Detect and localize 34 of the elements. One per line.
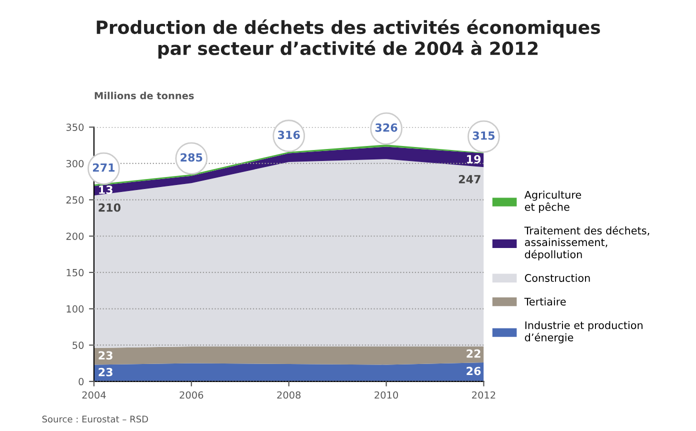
total-label: 271: [92, 163, 115, 172]
data-label: 19: [467, 155, 481, 164]
legend-label: Traitement des déchets, assainissement, dépollution: [524, 226, 650, 260]
data-label: 26: [466, 366, 481, 376]
y-tick-label: 350: [66, 124, 84, 131]
y-tick-label: 250: [66, 196, 84, 204]
x-tick-label: 2008: [277, 391, 301, 399]
data-label: 22: [466, 349, 480, 358]
y-tick-label: 200: [66, 232, 84, 240]
y-axis-title: Millions de tonnes: [94, 92, 194, 100]
y-tick-label: 0: [78, 378, 84, 386]
chart-title: Production de déchets des activités économiques par secteur d’activité de 2004 à 2012: [96, 19, 600, 59]
y-tick-label: 100: [66, 305, 84, 313]
x-tick-label: 2010: [374, 391, 398, 399]
x-tick-label: 2004: [82, 391, 106, 399]
data-label: 23: [98, 351, 112, 360]
total-label: 326: [375, 123, 398, 132]
data-label: 23: [98, 368, 112, 376]
legend-label: Construction: [524, 274, 590, 282]
source-note: Source : Eurostat – RSD: [42, 416, 148, 423]
data-label: 210: [98, 203, 121, 212]
data-label: 13: [99, 186, 112, 194]
y-tick-label: 150: [66, 268, 84, 276]
legend-label: Agriculture et pêche: [524, 190, 582, 213]
data-label: 247: [458, 175, 480, 184]
y-tick-label: 300: [66, 160, 84, 168]
total-label: 316: [278, 130, 300, 140]
legend-label: Industrie et production d’énergie: [524, 321, 642, 344]
total-label: 285: [180, 153, 202, 162]
x-tick-label: 2006: [180, 391, 204, 399]
y-tick-label: 50: [72, 342, 84, 349]
x-tick-label: 2012: [472, 391, 496, 399]
total-label: 315: [472, 131, 495, 140]
legend-label: Tertiaire: [524, 298, 566, 306]
